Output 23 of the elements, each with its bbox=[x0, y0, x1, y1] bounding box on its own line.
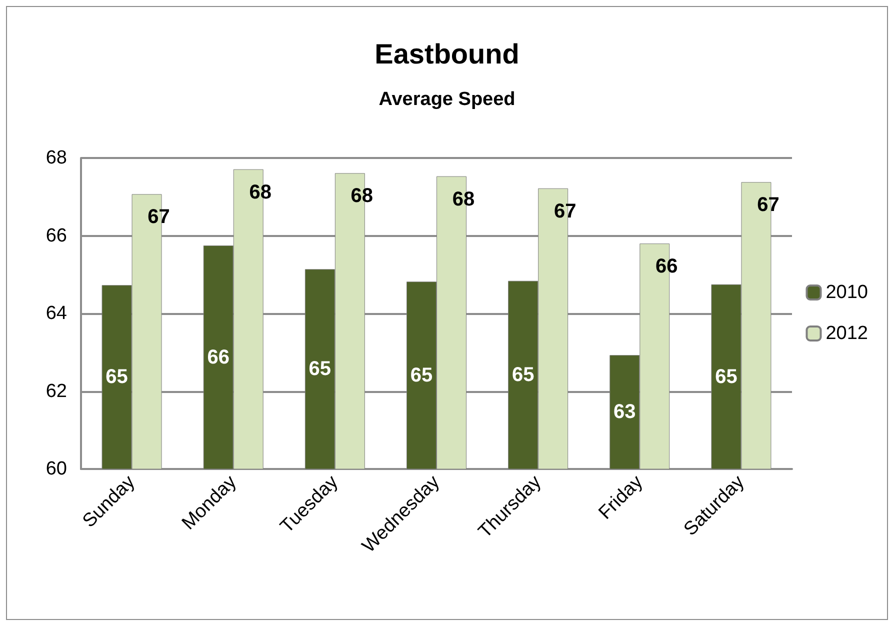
y-tick-label: 64 bbox=[46, 303, 68, 324]
data-label: 65 bbox=[410, 364, 433, 386]
data-label: 65 bbox=[308, 358, 332, 380]
data-label: 66 bbox=[207, 346, 230, 368]
y-tick-label: 68 bbox=[46, 148, 67, 168]
data-label: 67 bbox=[554, 200, 576, 222]
data-label: 65 bbox=[106, 366, 128, 388]
data-label: 66 bbox=[656, 256, 678, 278]
data-label: 68 bbox=[452, 188, 475, 210]
y-tick-label: 66 bbox=[46, 225, 67, 246]
y-tick-label: 62 bbox=[46, 380, 67, 402]
data-label: 65 bbox=[715, 366, 738, 388]
legend-label: 2012 bbox=[826, 323, 868, 344]
chart-subtitle: Average Speed bbox=[378, 89, 516, 110]
data-label: 68 bbox=[350, 185, 374, 208]
data-label: 63 bbox=[614, 401, 636, 424]
data-label: 65 bbox=[512, 364, 534, 386]
y-tick-label: 60 bbox=[46, 458, 67, 480]
legend-label: 2010 bbox=[826, 282, 868, 303]
data-label: 68 bbox=[249, 181, 272, 204]
chart-title: Eastbound bbox=[374, 38, 520, 70]
data-label: 67 bbox=[757, 194, 780, 216]
data-label: 67 bbox=[148, 206, 170, 228]
